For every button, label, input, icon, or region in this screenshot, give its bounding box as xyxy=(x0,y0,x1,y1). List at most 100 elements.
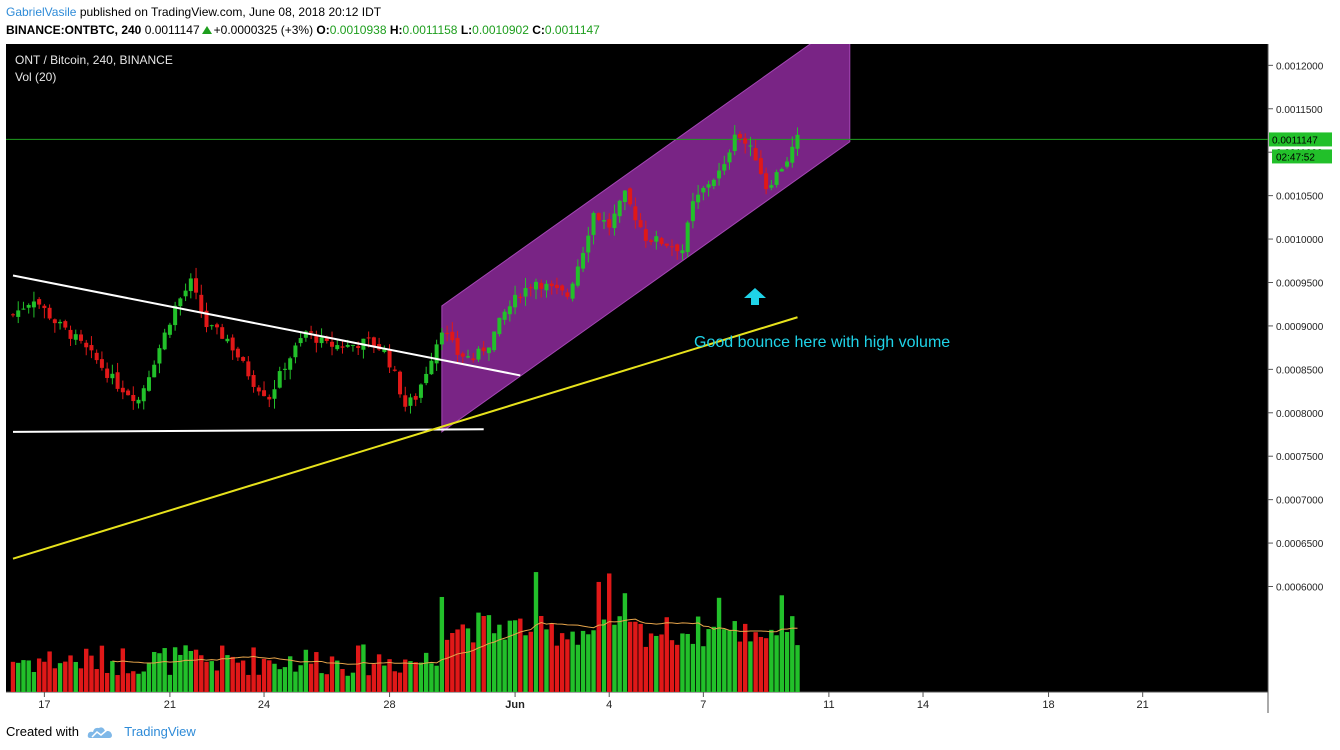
candle xyxy=(633,197,638,229)
candle-body xyxy=(586,235,591,253)
horizontal-support xyxy=(12,428,484,433)
volume-bar xyxy=(549,623,554,692)
volume-bar xyxy=(774,635,779,692)
candle xyxy=(241,356,246,363)
candle xyxy=(167,322,172,338)
volume-bar xyxy=(753,632,758,692)
volume-bar xyxy=(460,624,465,692)
volume-bar xyxy=(612,624,617,692)
candle-body xyxy=(795,134,800,149)
volume-bar xyxy=(47,651,52,692)
candle-body xyxy=(209,325,214,327)
candle-body xyxy=(596,213,601,220)
candle xyxy=(711,178,716,190)
candle-body xyxy=(654,236,659,242)
candle-body xyxy=(486,347,491,354)
volume-bar xyxy=(16,662,21,692)
author-link[interactable]: GabrielVasile xyxy=(6,5,77,19)
candle-body xyxy=(282,368,287,370)
volume-bar xyxy=(638,623,643,692)
candle xyxy=(575,259,580,288)
volume-bar xyxy=(298,665,303,692)
created-with: Created with xyxy=(6,724,79,739)
candle xyxy=(785,156,790,169)
open-value: 0.0010938 xyxy=(329,23,387,37)
candle-body xyxy=(445,332,450,334)
candle xyxy=(73,329,78,345)
candle-body xyxy=(324,338,329,341)
volume-bar xyxy=(669,640,675,692)
candle xyxy=(727,149,732,170)
volume-bar xyxy=(601,619,607,692)
candle-body xyxy=(162,332,167,350)
candle xyxy=(16,301,21,324)
candle xyxy=(471,352,476,363)
candle-body xyxy=(429,360,434,375)
candle xyxy=(246,356,251,380)
candle-body xyxy=(94,352,99,361)
candle xyxy=(534,278,538,300)
candle xyxy=(157,344,162,374)
candle-body xyxy=(497,317,502,335)
candle xyxy=(581,246,586,273)
candle xyxy=(330,331,335,356)
candle xyxy=(162,328,167,351)
tradingview-link[interactable]: TradingView xyxy=(124,724,196,739)
candle-body xyxy=(528,287,533,289)
price-tag: 0.0011147 xyxy=(1272,135,1318,146)
volume-bar xyxy=(690,643,696,692)
volume-bar xyxy=(648,633,654,692)
candle-body xyxy=(413,395,418,400)
candle xyxy=(214,322,219,335)
candle-body xyxy=(235,348,240,358)
price-chart[interactable]: 0.00130000.00125000.00120000.00115000.00… xyxy=(6,44,1334,713)
candle-body xyxy=(11,314,15,316)
candle xyxy=(115,362,120,392)
candle xyxy=(298,331,303,347)
volume-bar xyxy=(763,638,769,692)
volume-bar xyxy=(167,674,173,692)
volume-bar xyxy=(26,660,31,692)
low-label: L: xyxy=(460,23,473,37)
last-price: 0.0011147 xyxy=(144,23,200,37)
candle xyxy=(131,386,136,410)
candle xyxy=(507,300,512,322)
candle-body xyxy=(105,368,110,378)
candle-body xyxy=(476,348,481,360)
price-tick-label: 0.0006000 xyxy=(1276,583,1324,594)
volume-bar xyxy=(235,662,241,692)
volume-bar xyxy=(287,656,293,692)
volume-bar xyxy=(110,661,115,692)
volume-bar xyxy=(476,612,481,692)
candle-body xyxy=(47,307,52,319)
candle-body xyxy=(241,357,246,361)
candle-body xyxy=(167,324,172,335)
candle xyxy=(26,303,31,314)
candle xyxy=(779,167,784,172)
volume-bar xyxy=(758,636,764,692)
candle-body xyxy=(52,319,57,324)
candle-body xyxy=(727,152,732,163)
candle-body xyxy=(335,345,340,350)
candle-body xyxy=(314,334,319,343)
candle-body xyxy=(539,282,544,289)
candle-body xyxy=(141,388,146,402)
candle xyxy=(204,302,209,333)
volume-bar xyxy=(607,573,612,692)
candle-body xyxy=(617,200,622,217)
volume-bar xyxy=(84,648,89,692)
candle xyxy=(403,386,408,412)
candle xyxy=(586,226,591,263)
volume-bar xyxy=(355,645,361,692)
candle xyxy=(492,331,497,352)
candle xyxy=(58,319,63,330)
price-tick-label: 0.0010000 xyxy=(1276,235,1324,246)
volume-bar xyxy=(722,629,727,692)
price-tick-label: 0.0007500 xyxy=(1276,452,1324,463)
volume-bar xyxy=(596,581,601,692)
candle-body xyxy=(633,206,638,221)
volume-bar xyxy=(340,669,345,692)
high-label: H: xyxy=(389,23,403,37)
volume-bar xyxy=(115,675,120,692)
candle-body xyxy=(690,201,695,222)
